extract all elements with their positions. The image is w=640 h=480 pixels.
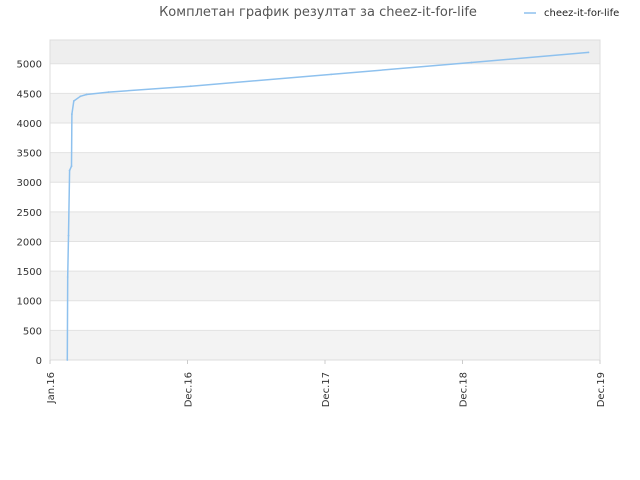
series-line bbox=[66, 51, 589, 361]
data-point bbox=[587, 51, 590, 54]
y-axis: 0 500 1000 1500 2000 2500 3000 3500 4000 4500 5000 bbox=[17, 60, 42, 367]
plot-band bbox=[50, 271, 600, 301]
y-tick-label: 1500 bbox=[17, 267, 42, 278]
y-tick-label: 4500 bbox=[17, 89, 42, 100]
plot-band bbox=[50, 211, 600, 242]
plot-band bbox=[50, 40, 600, 64]
data-point bbox=[330, 73, 333, 76]
y-tick-label: 3500 bbox=[17, 149, 42, 160]
data-point bbox=[79, 95, 82, 98]
x-axis: Jan.16 Dec.16 Dec.17 Dec.18 Dec.19 bbox=[46, 360, 607, 407]
plot-band bbox=[50, 152, 600, 183]
plot-band bbox=[50, 300, 600, 331]
data-point bbox=[70, 165, 73, 168]
y-tick-label: 3000 bbox=[17, 178, 42, 189]
data-point bbox=[470, 61, 473, 64]
data-point bbox=[71, 113, 73, 115]
y-tick-label: 0 bbox=[36, 356, 42, 367]
x-tick-label: Dec.16 bbox=[184, 372, 195, 407]
x-tick-label: Dec.17 bbox=[321, 372, 332, 407]
data-point bbox=[72, 100, 75, 102]
plot-band bbox=[50, 330, 600, 360]
plot-band bbox=[50, 182, 600, 212]
data-point bbox=[85, 93, 88, 96]
y-tick-label: 2500 bbox=[17, 208, 42, 219]
data-point bbox=[66, 359, 69, 361]
plot-band bbox=[50, 122, 600, 153]
plot-band bbox=[50, 93, 600, 123]
y-tick-label: 500 bbox=[23, 326, 42, 337]
legend-label: cheez-it-for-life bbox=[544, 8, 619, 19]
legend: cheez-it-for-life bbox=[524, 8, 619, 19]
plot-bands bbox=[50, 40, 600, 360]
plot-band bbox=[50, 63, 600, 94]
data-point bbox=[67, 234, 70, 237]
y-tick-label: 1000 bbox=[17, 297, 42, 308]
y-tick-label: 5000 bbox=[17, 60, 42, 71]
y-tick-label: 2000 bbox=[17, 237, 42, 248]
series-group bbox=[66, 51, 590, 361]
x-tick-label: Dec.18 bbox=[459, 372, 470, 407]
data-point bbox=[189, 85, 192, 88]
data-point bbox=[66, 276, 69, 278]
y-tick-label: 4000 bbox=[17, 119, 42, 130]
data-point bbox=[107, 91, 110, 93]
x-tick-label: Jan.16 bbox=[46, 372, 57, 404]
data-point bbox=[68, 169, 71, 172]
plot-band bbox=[50, 241, 600, 272]
chart-title: Комплетан график резултат за cheez-it-fo… bbox=[159, 5, 477, 20]
x-tick-label: Dec.19 bbox=[596, 372, 607, 407]
